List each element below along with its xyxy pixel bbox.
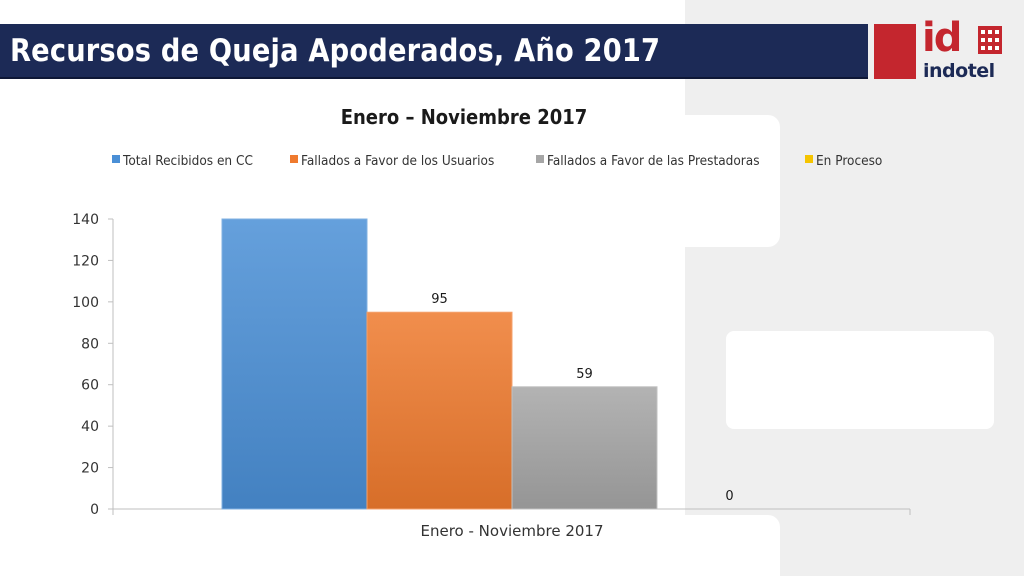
y-tick-label: 40 xyxy=(81,419,99,435)
data-label: 59 xyxy=(576,367,593,382)
bar-1 xyxy=(221,218,368,510)
data-label: 95 xyxy=(431,292,448,307)
data-label: 0 xyxy=(725,489,733,504)
logo-mark: id xyxy=(922,15,962,61)
background-notch xyxy=(685,115,780,247)
legend-swatch xyxy=(536,155,544,163)
x-category-label: Enero - Noviembre 2017 xyxy=(421,522,604,540)
legend-swatch xyxy=(290,155,298,163)
y-tick-label: 120 xyxy=(72,253,99,269)
bar-3 xyxy=(511,386,658,510)
logo-grid-icon xyxy=(978,26,1002,54)
logo-red-block xyxy=(874,24,916,79)
y-tick-label: 100 xyxy=(72,295,99,311)
logo-wordmark: indotel xyxy=(923,60,995,82)
y-tick-label: 60 xyxy=(81,378,99,394)
title-bar: Recursos de Queja Apoderados, Año 2017 xyxy=(0,24,868,79)
chart-title: Enero – Noviembre 2017 xyxy=(341,106,588,129)
y-tick-label: 20 xyxy=(81,461,99,477)
bar-2 xyxy=(366,311,513,510)
legend-label: Fallados a Favor de los Usuarios xyxy=(301,153,495,169)
y-tick-label: 0 xyxy=(90,502,99,518)
legend-swatch xyxy=(805,155,813,163)
legend-label: En Proceso xyxy=(816,153,883,169)
slide-title: Recursos de Queja Apoderados, Año 2017 xyxy=(10,33,661,69)
legend-label: Fallados a Favor de las Prestadoras xyxy=(547,153,760,169)
background-card xyxy=(726,331,994,429)
y-tick-label: 140 xyxy=(72,212,99,228)
background-panel xyxy=(685,0,1024,576)
legend-label: Total Recibidos en CC xyxy=(122,153,253,169)
y-tick-label: 80 xyxy=(81,336,99,352)
legend-swatch xyxy=(112,155,120,163)
background-notch xyxy=(685,515,780,576)
